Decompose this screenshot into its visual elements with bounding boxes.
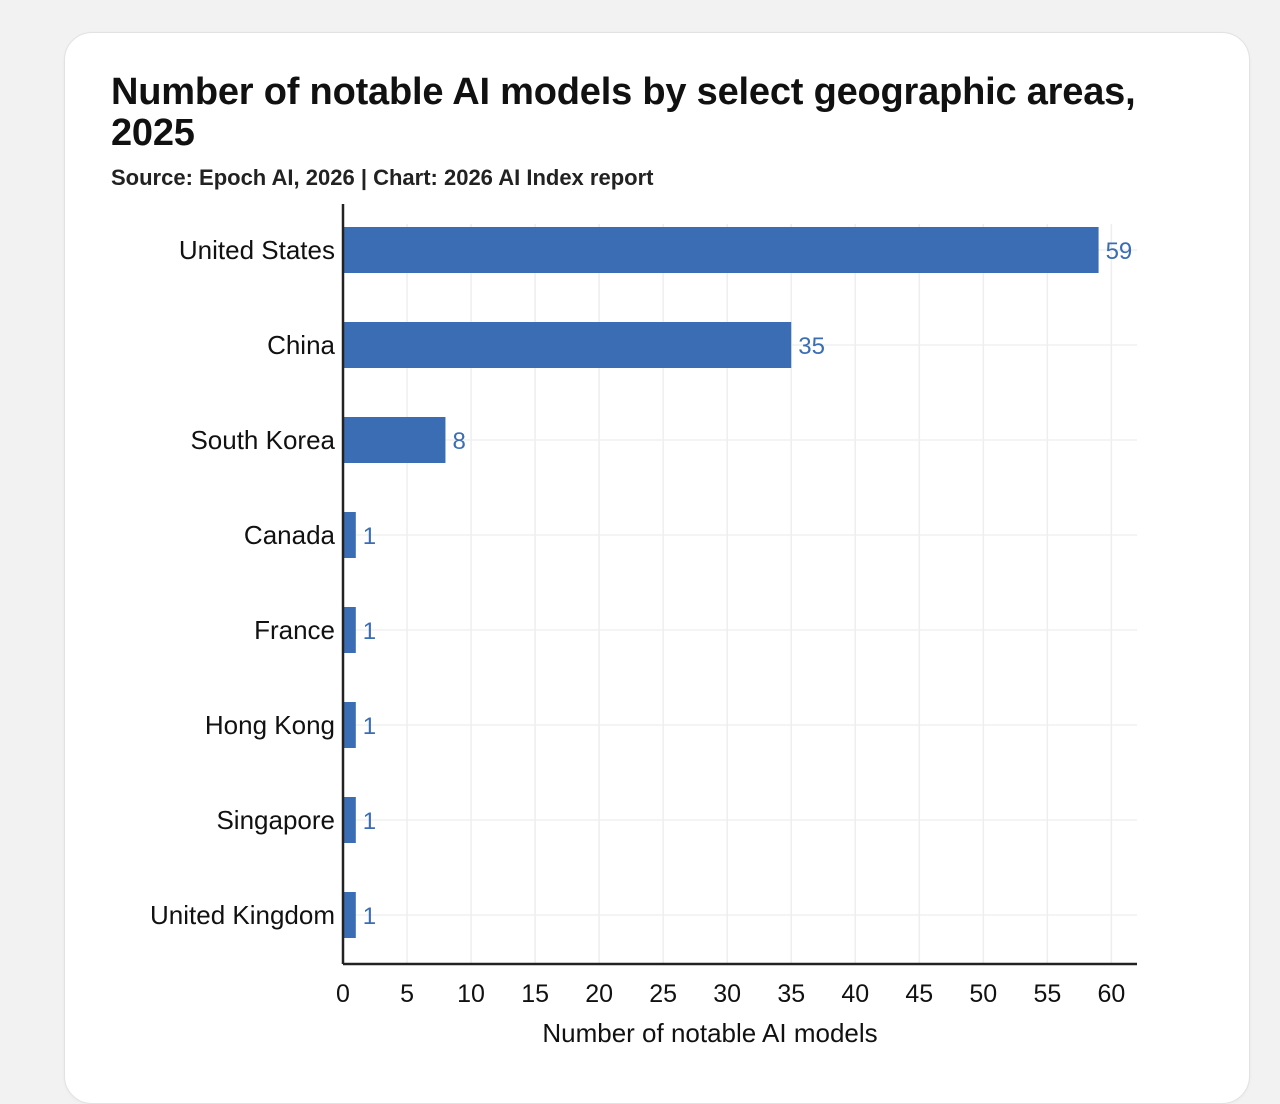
category-label: Singapore — [216, 805, 335, 835]
data-label: 1 — [363, 903, 376, 930]
x-tick-label: 50 — [969, 980, 997, 1008]
data-label: 59 — [1106, 238, 1133, 265]
category-label: United States — [179, 235, 335, 265]
x-tick-label: 35 — [777, 980, 805, 1008]
category-label: China — [267, 330, 335, 360]
x-tick-label: 60 — [1097, 980, 1125, 1008]
x-axis-title: Number of notable AI models — [542, 1018, 877, 1048]
x-tick-label: 55 — [1033, 980, 1061, 1008]
x-tick-label: 45 — [905, 980, 933, 1008]
category-label: France — [254, 615, 335, 645]
bar — [343, 797, 356, 843]
chart-card — [64, 32, 1250, 1104]
chart-title: Number of notable AI models by select ge… — [111, 71, 1136, 154]
category-labels: United States China South Korea Canada Franc… — [150, 235, 336, 930]
chart-source: Source: Epoch AI, 2026 | Chart: 2026 AI … — [111, 165, 654, 190]
bar — [343, 227, 1099, 273]
bar — [343, 512, 356, 558]
category-label: Canada — [244, 520, 336, 550]
category-label: Hong Kong — [205, 710, 335, 740]
x-tick-label: 30 — [713, 980, 741, 1008]
x-tick-labels: 0 5 10 15 20 25 30 35 40 45 50 55 60 — [336, 980, 1125, 1008]
bar — [343, 322, 792, 368]
bar — [343, 607, 356, 653]
data-label: 1 — [363, 713, 376, 740]
x-tick-label: 40 — [841, 980, 869, 1008]
data-label: 8 — [452, 428, 465, 455]
bar — [343, 417, 446, 463]
x-tick-label: 15 — [521, 980, 549, 1008]
x-tick-label: 5 — [400, 980, 414, 1008]
data-label: 35 — [798, 333, 825, 360]
bar-chart: 59 35 8 1 1 1 1 1 United States China South Korea… — [150, 204, 1137, 1048]
category-label: United Kingdom — [150, 900, 335, 930]
category-label: South Korea — [190, 425, 335, 455]
x-tick-label: 25 — [649, 980, 677, 1008]
bar — [343, 702, 356, 748]
x-tick-label: 20 — [585, 980, 613, 1008]
data-label: 1 — [363, 808, 376, 835]
x-tick-label: 10 — [457, 980, 485, 1008]
data-label: 1 — [363, 618, 376, 645]
data-label: 1 — [363, 523, 376, 550]
bar — [343, 892, 356, 938]
bars: 59 35 8 1 1 1 1 1 — [343, 227, 1132, 938]
x-tick-label: 0 — [336, 980, 350, 1008]
axes — [341, 204, 1137, 966]
